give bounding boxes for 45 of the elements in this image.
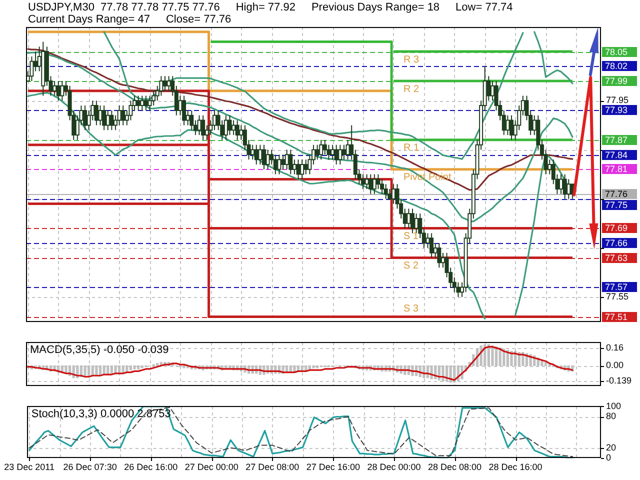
x-tick-label: 28 Dec 00:00	[367, 462, 421, 472]
chart-title: USDJPY,M30 77.78 77.78 77.75 77.76	[28, 2, 220, 14]
ref-line-label: 77.63	[605, 252, 628, 263]
annotation: R 2	[403, 84, 420, 95]
y-tick-label: 100	[606, 400, 622, 411]
ref-line-label: 77.87	[605, 134, 628, 145]
y-tick-label: 77.95	[606, 95, 629, 106]
ref-line-label: 78.05	[605, 46, 628, 57]
ref-line-label: 78.02	[605, 60, 628, 71]
x-tick-label: 27 Dec 16:00	[306, 462, 360, 472]
x-tick-label: 27 Dec 08:00	[246, 462, 300, 472]
y-tick-label: -0.139	[606, 376, 632, 386]
annotation: R 3	[403, 54, 420, 66]
x-tick-label: 26 Dec 07:30	[63, 462, 117, 472]
ref-line-label: 77.57	[605, 282, 628, 292]
x-tick-label: 23 Dec 2011	[4, 462, 54, 472]
y-tick-label: 77.55	[606, 292, 629, 302]
annotation: S 2	[403, 260, 419, 272]
ref-line-label: 77.75	[605, 200, 628, 210]
ref-line-label: 77.99	[605, 76, 628, 86]
ref-line-label: 77.76	[605, 188, 628, 199]
x-tick-label: 28 Dec 08:00	[428, 462, 482, 472]
y-tick-label: 0	[606, 452, 612, 463]
y-tick-label: 0.16	[606, 342, 624, 352]
x-tick-label: 27 Dec 00:00	[184, 462, 238, 472]
ref-line-label: 77.81	[605, 164, 628, 174]
ref-line-label: 77.66	[605, 238, 628, 248]
text: Current Days Range= 47	[28, 14, 150, 26]
annotation: S 1	[403, 231, 419, 242]
ref-line-label: 77.84	[605, 150, 628, 160]
x-tick-label: 28 Dec 16:00	[488, 462, 542, 472]
chart-title: MACD(5,35,5) -0.050 -0.039	[30, 344, 169, 356]
text: Close= 77.76	[166, 14, 232, 26]
x-tick-label: 26 Dec 16:00	[124, 462, 178, 472]
y-tick-label: 80	[606, 411, 616, 422]
ref-line-label: 77.51	[605, 312, 628, 322]
y-tick-label: 0.00	[606, 360, 624, 370]
ref-line-label: 77.93	[605, 104, 628, 115]
text: Previous Days Range= 18	[311, 2, 440, 14]
ref-line-label: 77.69	[605, 222, 628, 233]
annotation: R 1	[403, 142, 420, 154]
y-tick-label: 20	[606, 442, 616, 452]
text: Low= 77.74	[456, 2, 513, 14]
annotation: S 3	[403, 303, 419, 314]
text: High= 77.92	[236, 2, 296, 14]
